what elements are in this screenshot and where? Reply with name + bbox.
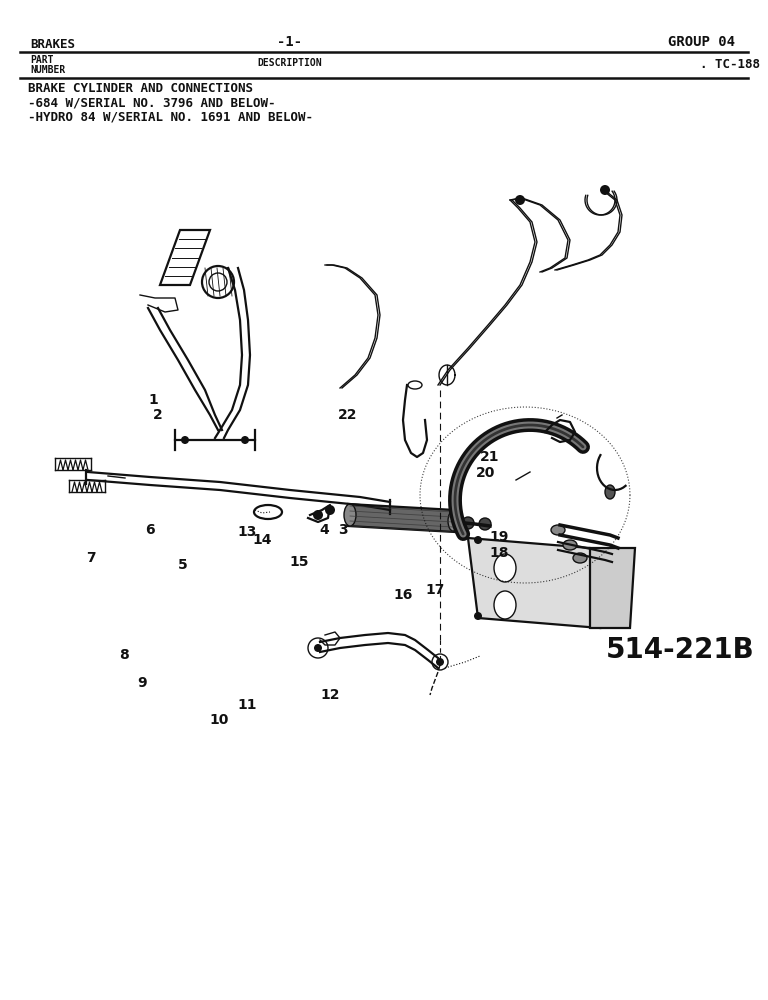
Text: 514-221B: 514-221B xyxy=(606,636,754,664)
Text: 12: 12 xyxy=(320,688,340,702)
Text: PART: PART xyxy=(30,55,54,65)
Circle shape xyxy=(462,517,474,529)
Text: 1: 1 xyxy=(149,393,158,407)
Text: 11: 11 xyxy=(237,698,257,712)
Text: 2: 2 xyxy=(153,408,162,422)
Polygon shape xyxy=(590,548,635,628)
Circle shape xyxy=(241,436,249,444)
Circle shape xyxy=(474,536,482,544)
Ellipse shape xyxy=(494,554,516,582)
Text: 17: 17 xyxy=(425,583,445,597)
Text: 4: 4 xyxy=(319,523,329,537)
Text: . TC-188: . TC-188 xyxy=(700,58,760,71)
Text: 14: 14 xyxy=(253,533,273,547)
Text: 8: 8 xyxy=(120,648,129,662)
Text: BRAKE CYLINDER AND CONNECTIONS: BRAKE CYLINDER AND CONNECTIONS xyxy=(28,82,253,95)
Polygon shape xyxy=(160,230,210,285)
Circle shape xyxy=(515,195,525,205)
Text: 19: 19 xyxy=(489,530,509,544)
Text: 7: 7 xyxy=(86,551,95,565)
Text: 6: 6 xyxy=(145,523,154,537)
Text: 9: 9 xyxy=(137,676,147,690)
Text: GROUP 04: GROUP 04 xyxy=(668,35,735,49)
Ellipse shape xyxy=(551,525,565,535)
Text: 5: 5 xyxy=(178,558,187,572)
Ellipse shape xyxy=(344,504,356,526)
Polygon shape xyxy=(468,538,600,628)
Circle shape xyxy=(436,658,444,666)
Text: 20: 20 xyxy=(475,466,495,480)
Text: 3: 3 xyxy=(339,523,348,537)
Text: 13: 13 xyxy=(237,525,257,539)
Text: 15: 15 xyxy=(290,555,310,569)
Text: 22: 22 xyxy=(337,408,357,422)
Ellipse shape xyxy=(494,591,516,619)
Ellipse shape xyxy=(573,553,587,563)
Circle shape xyxy=(313,510,323,520)
Polygon shape xyxy=(348,504,455,532)
Text: DESCRIPTION: DESCRIPTION xyxy=(258,58,323,68)
Text: -HYDRO 84 W/SERIAL NO. 1691 AND BELOW-: -HYDRO 84 W/SERIAL NO. 1691 AND BELOW- xyxy=(28,110,313,123)
Circle shape xyxy=(314,644,322,652)
Circle shape xyxy=(474,612,482,620)
Ellipse shape xyxy=(448,511,458,531)
Circle shape xyxy=(600,185,610,195)
Text: NUMBER: NUMBER xyxy=(30,65,65,75)
Circle shape xyxy=(325,505,335,515)
Text: BRAKES: BRAKES xyxy=(30,38,75,51)
Text: -684 W/SERIAL NO. 3796 AND BELOW-: -684 W/SERIAL NO. 3796 AND BELOW- xyxy=(28,96,276,109)
Text: 21: 21 xyxy=(479,450,499,464)
Text: 10: 10 xyxy=(209,713,229,727)
Circle shape xyxy=(479,518,491,530)
Text: -1-: -1- xyxy=(277,35,303,49)
Text: 18: 18 xyxy=(489,546,509,560)
Ellipse shape xyxy=(605,485,615,499)
Ellipse shape xyxy=(563,540,577,550)
Circle shape xyxy=(181,436,189,444)
Text: 16: 16 xyxy=(393,588,413,602)
